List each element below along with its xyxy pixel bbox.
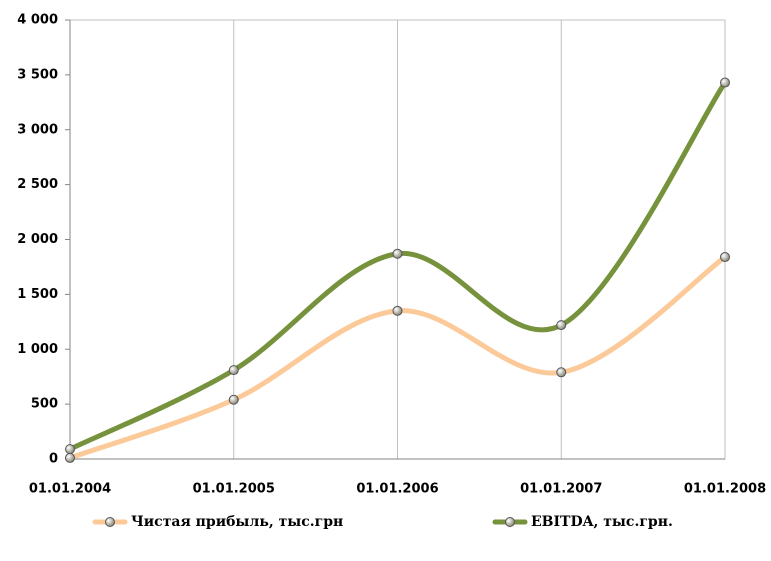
- legend-label: Чистая прибыль, тыс.грн: [131, 514, 343, 530]
- point-marker: [228, 394, 239, 405]
- y-tick-label: 3 000: [17, 122, 58, 137]
- point-marker: [720, 77, 730, 88]
- point-marker: [556, 320, 567, 331]
- x-tick-label: 01.01.2007: [520, 482, 602, 497]
- point-marker: [65, 452, 75, 463]
- point-marker: [392, 248, 403, 259]
- y-tick-label: 1 500: [17, 287, 58, 302]
- y-tick-label: 0: [49, 452, 58, 467]
- y-tick-label: 4 000: [17, 13, 58, 28]
- x-tick-label: 01.01.2006: [356, 482, 438, 497]
- series-line: [67, 80, 728, 452]
- y-tick-label: 3 500: [17, 67, 58, 82]
- y-tick-label: 2 500: [17, 177, 58, 192]
- legend-marker: [105, 517, 115, 527]
- point-marker: [556, 367, 567, 378]
- x-tick-label: 01.01.2005: [193, 482, 275, 497]
- y-tick-label: 1 000: [17, 342, 58, 357]
- point-marker: [392, 305, 403, 316]
- y-tick-label: 500: [31, 397, 58, 412]
- point-marker: [65, 444, 75, 455]
- legend-marker: [505, 517, 515, 527]
- legend-label: EBITDA, тыс.грн.: [531, 514, 673, 530]
- point-marker: [720, 252, 730, 263]
- y-tick-label: 2 000: [17, 232, 58, 247]
- x-tick-label: 01.01.2008: [684, 482, 766, 497]
- x-tick-label: 01.01.2004: [29, 482, 111, 497]
- point-marker: [228, 365, 239, 376]
